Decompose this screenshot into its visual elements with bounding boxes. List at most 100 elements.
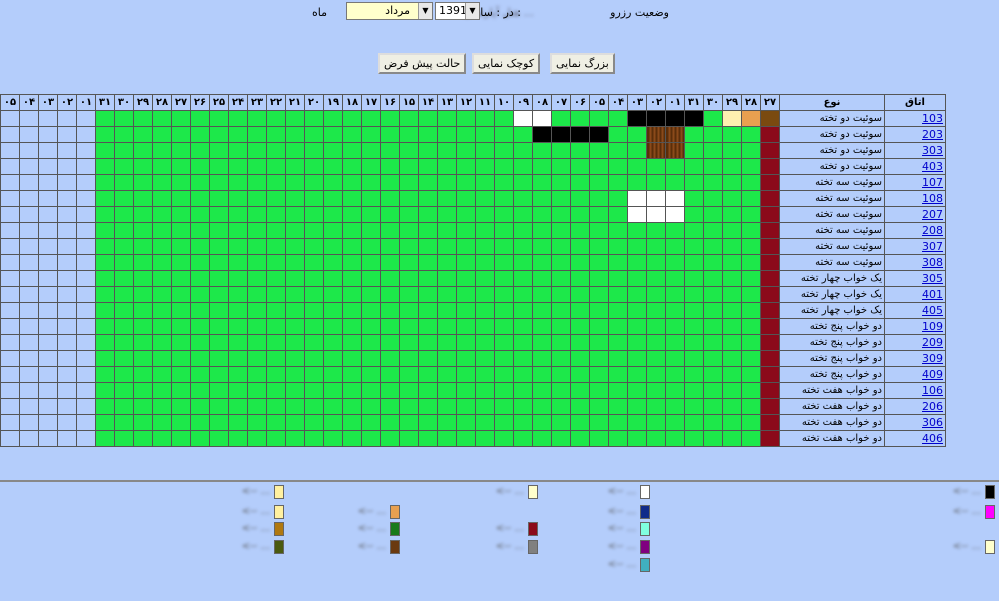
day-cell[interactable] (152, 398, 172, 415)
day-cell[interactable] (190, 334, 210, 351)
day-cell[interactable] (722, 302, 742, 319)
day-cell[interactable] (247, 302, 267, 319)
day-cell[interactable] (456, 110, 476, 127)
day-cell[interactable] (627, 350, 647, 367)
day-cell[interactable] (171, 398, 191, 415)
day-cell[interactable] (646, 302, 666, 319)
day-cell[interactable] (627, 222, 647, 239)
day-cell[interactable] (475, 302, 495, 319)
day-cell[interactable] (171, 430, 191, 447)
day-cell[interactable] (209, 206, 229, 223)
day-cell[interactable] (323, 254, 343, 271)
day-cell[interactable] (152, 142, 172, 159)
day-cell[interactable] (190, 222, 210, 239)
day-cell[interactable] (418, 414, 438, 431)
day-cell[interactable] (437, 110, 457, 127)
day-cell[interactable] (95, 318, 115, 335)
day-cell[interactable] (589, 398, 609, 415)
day-cell[interactable] (285, 222, 305, 239)
day-cell[interactable] (456, 206, 476, 223)
day-cell[interactable] (456, 350, 476, 367)
day-cell[interactable] (760, 126, 780, 143)
day-cell[interactable] (608, 398, 628, 415)
room-link[interactable]: 306 (922, 416, 943, 429)
day-cell[interactable] (380, 270, 400, 287)
day-cell[interactable] (760, 238, 780, 255)
day-cell[interactable] (608, 126, 628, 143)
day-cell[interactable] (190, 238, 210, 255)
day-cell[interactable] (722, 190, 742, 207)
default-view-button[interactable]: حالت پیش فرض (378, 53, 467, 74)
day-cell[interactable] (608, 302, 628, 319)
day-cell[interactable] (133, 190, 153, 207)
day-cell[interactable] (532, 158, 552, 175)
day-cell[interactable] (741, 190, 761, 207)
day-cell[interactable] (513, 414, 533, 431)
day-cell[interactable] (323, 270, 343, 287)
day-cell[interactable] (418, 382, 438, 399)
day-cell[interactable] (627, 174, 647, 191)
day-cell[interactable] (456, 414, 476, 431)
day-cell[interactable] (608, 142, 628, 159)
day-cell[interactable] (665, 398, 685, 415)
day-cell[interactable] (285, 110, 305, 127)
day-cell[interactable] (589, 366, 609, 383)
day-cell[interactable] (589, 382, 609, 399)
day-cell[interactable] (304, 238, 324, 255)
day-cell[interactable] (608, 238, 628, 255)
day-cell[interactable] (760, 398, 780, 415)
day-cell[interactable] (228, 254, 248, 271)
day-cell[interactable] (760, 366, 780, 383)
day-cell[interactable] (570, 110, 590, 127)
day-cell[interactable] (152, 110, 172, 127)
day-cell[interactable] (228, 318, 248, 335)
day-cell[interactable] (361, 382, 381, 399)
day-cell[interactable] (114, 302, 134, 319)
day-cell[interactable] (304, 126, 324, 143)
day-cell[interactable] (209, 334, 229, 351)
day-cell[interactable] (342, 158, 362, 175)
day-cell[interactable] (304, 110, 324, 127)
day-cell[interactable] (190, 206, 210, 223)
day-cell[interactable] (589, 414, 609, 431)
day-cell[interactable] (437, 190, 457, 207)
day-cell[interactable] (703, 238, 723, 255)
day-cell[interactable] (646, 398, 666, 415)
day-cell[interactable] (190, 126, 210, 143)
day-cell[interactable] (323, 350, 343, 367)
day-cell[interactable] (608, 158, 628, 175)
day-cell[interactable] (285, 382, 305, 399)
day-cell[interactable] (133, 334, 153, 351)
day-cell[interactable] (380, 222, 400, 239)
day-cell[interactable] (114, 270, 134, 287)
day-cell[interactable] (190, 270, 210, 287)
day-cell[interactable] (418, 366, 438, 383)
day-cell[interactable] (152, 270, 172, 287)
day-cell[interactable] (228, 142, 248, 159)
day-cell[interactable] (247, 398, 267, 415)
day-cell[interactable] (418, 142, 438, 159)
day-cell[interactable] (380, 398, 400, 415)
day-cell[interactable] (228, 270, 248, 287)
day-cell[interactable] (399, 302, 419, 319)
day-cell[interactable] (380, 430, 400, 447)
room-link[interactable]: 406 (922, 432, 943, 445)
day-cell[interactable] (760, 142, 780, 159)
day-cell[interactable] (266, 110, 286, 127)
day-cell[interactable] (475, 174, 495, 191)
day-cell[interactable] (209, 398, 229, 415)
day-cell[interactable] (228, 366, 248, 383)
day-cell[interactable] (285, 142, 305, 159)
day-cell[interactable] (399, 142, 419, 159)
day-cell[interactable] (646, 142, 666, 159)
day-cell[interactable] (608, 206, 628, 223)
day-cell[interactable] (627, 270, 647, 287)
day-cell[interactable] (247, 126, 267, 143)
day-cell[interactable] (760, 270, 780, 287)
day-cell[interactable] (475, 334, 495, 351)
day-cell[interactable] (342, 302, 362, 319)
day-cell[interactable] (532, 126, 552, 143)
room-link[interactable]: 403 (922, 160, 943, 173)
day-cell[interactable] (627, 398, 647, 415)
room-link[interactable]: 409 (922, 368, 943, 381)
